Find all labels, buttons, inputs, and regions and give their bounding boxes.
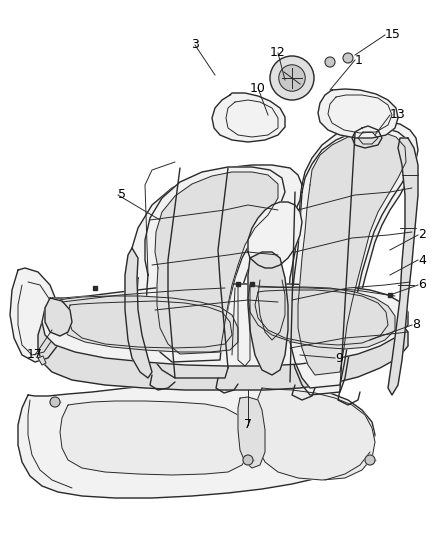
- Polygon shape: [38, 312, 408, 390]
- Text: 1: 1: [355, 53, 363, 67]
- Circle shape: [325, 57, 335, 67]
- Circle shape: [343, 53, 353, 63]
- Polygon shape: [132, 165, 302, 378]
- Polygon shape: [212, 93, 285, 142]
- Text: 15: 15: [385, 28, 401, 42]
- Text: 2: 2: [418, 229, 426, 241]
- Text: 10: 10: [250, 82, 266, 94]
- Text: 17: 17: [27, 349, 43, 361]
- Text: 7: 7: [244, 418, 252, 432]
- Polygon shape: [10, 268, 62, 362]
- Polygon shape: [318, 89, 398, 138]
- Text: 9: 9: [335, 351, 343, 365]
- Circle shape: [270, 56, 314, 100]
- Polygon shape: [145, 167, 285, 362]
- Polygon shape: [155, 172, 278, 354]
- Polygon shape: [290, 128, 412, 388]
- Polygon shape: [60, 401, 248, 475]
- Text: 5: 5: [118, 189, 126, 201]
- Polygon shape: [45, 298, 72, 336]
- Polygon shape: [38, 356, 46, 365]
- Polygon shape: [288, 122, 418, 395]
- Polygon shape: [58, 296, 238, 352]
- Polygon shape: [255, 388, 375, 480]
- Polygon shape: [238, 397, 265, 468]
- Polygon shape: [248, 202, 302, 268]
- Polygon shape: [388, 138, 418, 395]
- Polygon shape: [352, 126, 382, 148]
- Circle shape: [365, 455, 375, 465]
- Text: 13: 13: [390, 109, 406, 122]
- Polygon shape: [18, 382, 375, 498]
- Text: 8: 8: [412, 319, 420, 332]
- Polygon shape: [42, 284, 408, 366]
- Text: 6: 6: [418, 279, 426, 292]
- Circle shape: [243, 455, 253, 465]
- Text: 4: 4: [418, 254, 426, 266]
- Polygon shape: [248, 286, 395, 349]
- Text: 3: 3: [191, 38, 199, 52]
- Polygon shape: [248, 252, 288, 375]
- Circle shape: [279, 65, 305, 91]
- Circle shape: [50, 397, 60, 407]
- Polygon shape: [298, 132, 406, 375]
- Text: 12: 12: [270, 46, 286, 60]
- Polygon shape: [125, 248, 152, 378]
